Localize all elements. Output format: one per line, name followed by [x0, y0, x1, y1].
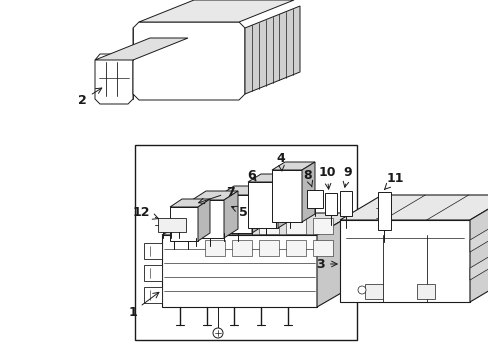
Bar — [158, 218, 185, 232]
Polygon shape — [339, 195, 488, 220]
Polygon shape — [143, 243, 162, 259]
Bar — [377, 192, 390, 230]
Bar — [339, 191, 351, 216]
Text: 1: 1 — [128, 292, 159, 319]
Text: 2: 2 — [78, 88, 102, 107]
Polygon shape — [316, 213, 354, 307]
Polygon shape — [285, 240, 305, 256]
Polygon shape — [259, 240, 279, 256]
Text: 11: 11 — [384, 171, 404, 189]
Polygon shape — [251, 186, 265, 233]
Polygon shape — [139, 0, 293, 22]
Polygon shape — [170, 207, 198, 241]
Polygon shape — [469, 195, 488, 302]
Text: 10: 10 — [318, 166, 335, 189]
Text: 7: 7 — [198, 185, 235, 204]
Text: 5: 5 — [231, 206, 247, 219]
Polygon shape — [204, 240, 224, 256]
Polygon shape — [271, 162, 314, 170]
Text: 12: 12 — [132, 206, 158, 219]
Polygon shape — [192, 191, 238, 200]
Polygon shape — [244, 6, 299, 94]
Polygon shape — [278, 174, 290, 228]
Text: 3: 3 — [316, 257, 336, 270]
Text: 8: 8 — [303, 168, 312, 187]
Polygon shape — [162, 213, 354, 235]
Polygon shape — [469, 243, 488, 280]
Polygon shape — [312, 240, 332, 256]
Polygon shape — [143, 265, 162, 281]
Polygon shape — [170, 199, 209, 207]
Circle shape — [357, 286, 365, 294]
Polygon shape — [259, 218, 279, 234]
Circle shape — [213, 328, 223, 338]
Polygon shape — [95, 38, 187, 60]
Polygon shape — [220, 195, 251, 233]
Polygon shape — [231, 240, 251, 256]
Polygon shape — [95, 54, 133, 104]
Bar — [416, 284, 434, 299]
Polygon shape — [231, 218, 251, 234]
Polygon shape — [247, 174, 290, 182]
Polygon shape — [312, 218, 332, 234]
Polygon shape — [220, 186, 265, 195]
Text: 4: 4 — [276, 152, 285, 171]
Polygon shape — [339, 220, 469, 302]
Text: 6: 6 — [247, 168, 256, 181]
Polygon shape — [469, 215, 488, 252]
Polygon shape — [224, 191, 238, 238]
Polygon shape — [162, 235, 316, 307]
Polygon shape — [204, 218, 224, 234]
Bar — [325, 193, 336, 215]
Bar — [135, 145, 356, 340]
Text: 9: 9 — [343, 166, 351, 187]
Bar — [306, 190, 323, 208]
Polygon shape — [285, 218, 305, 234]
Polygon shape — [247, 182, 278, 228]
Polygon shape — [192, 200, 224, 238]
Polygon shape — [198, 199, 209, 241]
Bar — [364, 284, 382, 299]
Polygon shape — [302, 162, 314, 222]
Polygon shape — [133, 22, 244, 100]
Polygon shape — [271, 170, 302, 222]
Polygon shape — [143, 287, 162, 303]
